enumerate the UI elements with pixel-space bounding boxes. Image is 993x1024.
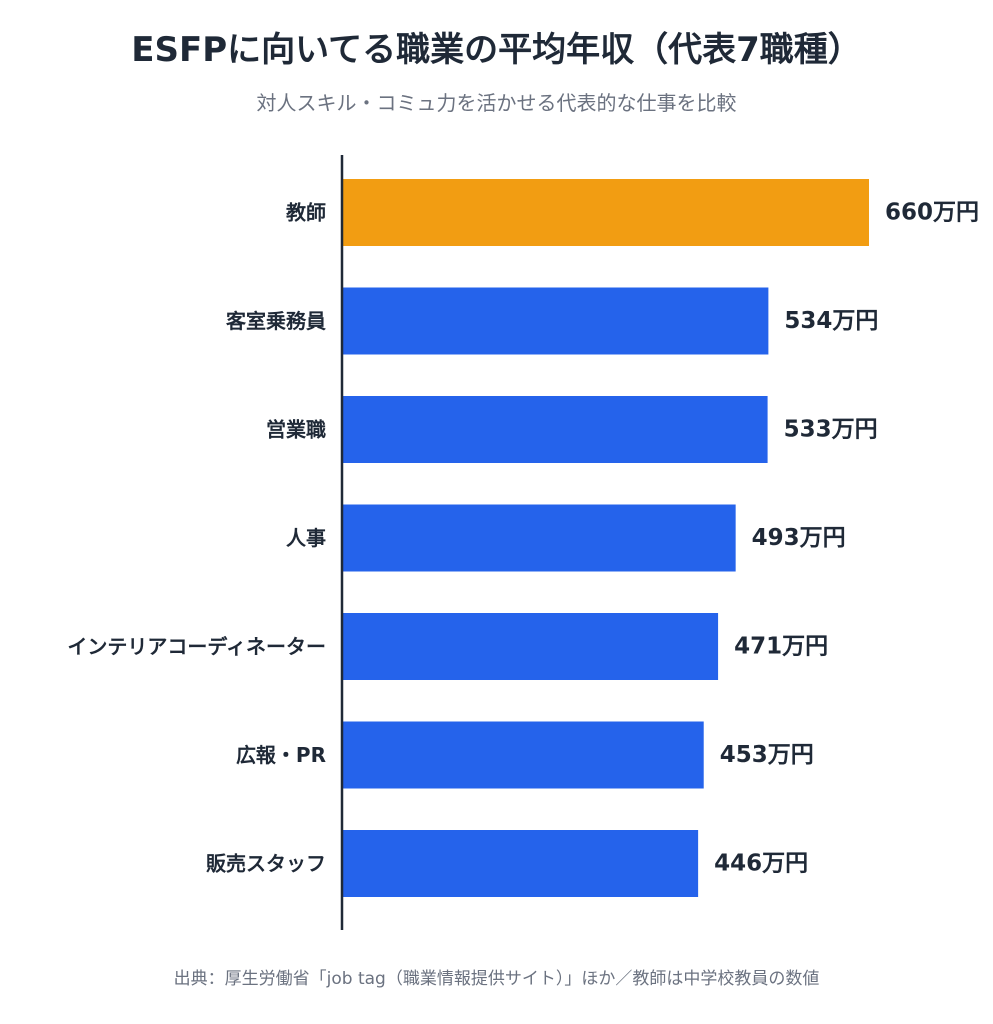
category-label-6: 販売スタッフ [206, 852, 326, 876]
category-label-2: 営業職 [266, 418, 326, 442]
value-label-1: 534万円 [784, 308, 878, 334]
category-label-4: インテリアコーディネーター [67, 635, 326, 659]
value-label-3: 493万円 [752, 525, 846, 551]
category-label-1: 客室乗務員 [225, 309, 326, 333]
value-label-0: 660万円 [885, 200, 979, 226]
value-label-2: 533万円 [784, 417, 878, 443]
value-label-5: 453万円 [720, 742, 814, 768]
source-note: 出典：厚生労働省「job tag（職業情報提供サイト）」ほか／教師は中学校教員の… [173, 969, 820, 989]
chart-title: ESFPに向いてる職業の平均年収（代表7職種） [131, 30, 862, 70]
category-label-0: 教師 [286, 201, 326, 225]
value-label-4: 471万円 [734, 634, 828, 660]
category-label-3: 人事 [286, 526, 326, 550]
category-label-5: 広報・PR [236, 743, 326, 767]
bar-2 [342, 396, 768, 463]
bar-4 [342, 613, 719, 680]
bar-5 [342, 721, 704, 789]
bar-6 [342, 830, 699, 897]
bar-0 [342, 179, 869, 246]
chart-subtitle: 対人スキル・コミュ力を活かせる代表的な仕事を比較 [256, 91, 737, 115]
bar-1 [342, 287, 769, 355]
value-label-6: 446万円 [714, 851, 808, 877]
bar-3 [342, 504, 736, 572]
